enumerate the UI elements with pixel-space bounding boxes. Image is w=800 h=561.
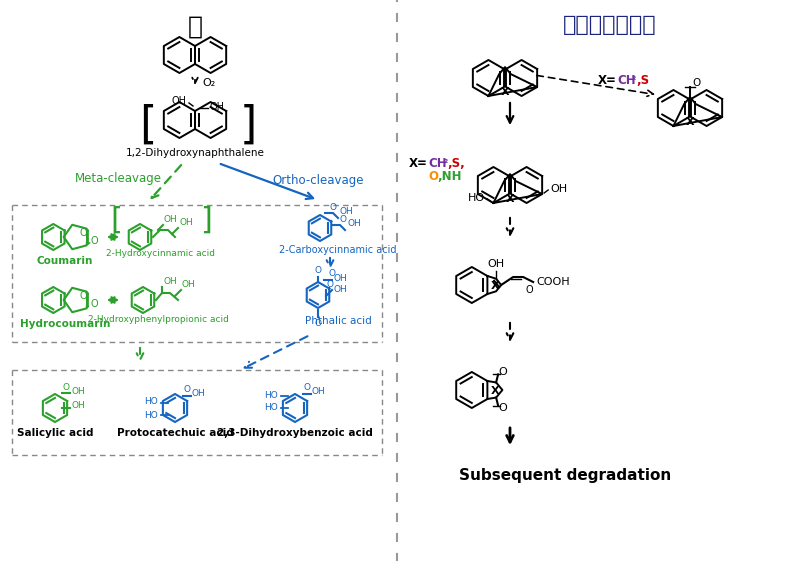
Text: OH: OH [192, 389, 206, 398]
Text: OH: OH [182, 280, 196, 289]
Text: OH: OH [333, 274, 346, 283]
Text: Hydrocoumarin: Hydrocoumarin [20, 319, 110, 329]
Text: 2-Hydroxycinnamic acid: 2-Hydroxycinnamic acid [106, 249, 214, 258]
Text: OH: OH [347, 218, 361, 228]
Text: ]: ] [200, 205, 212, 234]
Text: 芒及杂环衍生物: 芒及杂环衍生物 [563, 15, 657, 35]
Text: Salicylic acid: Salicylic acid [17, 428, 94, 438]
Text: X: X [686, 117, 694, 127]
Text: X=: X= [598, 73, 617, 86]
Text: O: O [692, 78, 700, 88]
Text: O: O [90, 236, 98, 246]
Text: 1,2-Dihydroxynaphthalene: 1,2-Dihydroxynaphthalene [126, 148, 265, 158]
Text: OH: OH [71, 387, 85, 396]
Text: OH: OH [210, 102, 225, 112]
Text: O: O [314, 319, 322, 328]
Text: O: O [183, 385, 190, 394]
Text: [: [ [139, 103, 157, 146]
Text: OH: OH [163, 277, 177, 286]
Text: ]: ] [239, 103, 257, 146]
Text: Coumarin: Coumarin [37, 256, 93, 266]
Text: ,NH: ,NH [437, 169, 462, 182]
Text: O: O [340, 214, 347, 223]
Text: O₂: O₂ [202, 78, 215, 88]
Text: HO: HO [264, 390, 278, 399]
Text: 2,3-Dihydroxybenzoic acid: 2,3-Dihydroxybenzoic acid [217, 428, 373, 438]
Text: ₂: ₂ [443, 155, 447, 165]
Text: O: O [90, 299, 98, 309]
Text: O: O [498, 403, 507, 412]
Text: ,S,: ,S, [447, 157, 465, 169]
Text: 萌: 萌 [187, 15, 202, 39]
Text: OH: OH [312, 388, 326, 397]
Text: OH: OH [487, 259, 505, 269]
Text: O: O [62, 383, 70, 392]
Text: X: X [506, 195, 514, 204]
Text: OH: OH [333, 284, 346, 293]
Text: O: O [329, 269, 335, 278]
Text: O: O [498, 367, 507, 378]
Text: HO: HO [264, 403, 278, 412]
Text: Ortho-cleavage: Ortho-cleavage [272, 173, 364, 186]
Text: O: O [326, 279, 334, 288]
Text: OH: OH [550, 184, 567, 194]
Text: OH: OH [71, 402, 85, 411]
Text: X: X [491, 387, 500, 396]
Text: O: O [526, 285, 533, 295]
Text: Protocatechuic acid: Protocatechuic acid [117, 428, 234, 438]
Text: O: O [79, 228, 87, 238]
Text: OH: OH [179, 218, 193, 227]
Text: [: [ [110, 205, 122, 234]
Text: Subsequent degradation: Subsequent degradation [459, 468, 671, 483]
Text: ₂: ₂ [632, 72, 636, 82]
Text: X=: X= [409, 157, 428, 169]
Text: OH: OH [172, 96, 187, 106]
Text: HO: HO [144, 398, 158, 407]
Text: O: O [79, 291, 87, 301]
Text: Phthalic acid: Phthalic acid [305, 316, 371, 326]
Text: O: O [303, 383, 310, 392]
Text: OH: OH [164, 215, 178, 224]
Text: Meta-cleavage: Meta-cleavage [74, 172, 162, 185]
Text: O: O [428, 169, 438, 182]
Text: X: X [491, 281, 500, 291]
Text: O: O [330, 203, 337, 211]
Text: COOH: COOH [536, 277, 570, 287]
Text: 2-Hydroxyphenylpropionic acid: 2-Hydroxyphenylpropionic acid [87, 315, 229, 324]
Text: OH: OH [340, 206, 354, 215]
Text: CH: CH [428, 157, 446, 169]
Text: HO: HO [144, 411, 158, 420]
Text: X: X [501, 88, 510, 98]
Text: O: O [314, 265, 322, 274]
Text: CH: CH [617, 73, 636, 86]
Text: ,S: ,S [636, 73, 649, 86]
Text: 2-Carboxycinnamic acid: 2-Carboxycinnamic acid [279, 245, 397, 255]
Text: HO: HO [468, 193, 486, 203]
